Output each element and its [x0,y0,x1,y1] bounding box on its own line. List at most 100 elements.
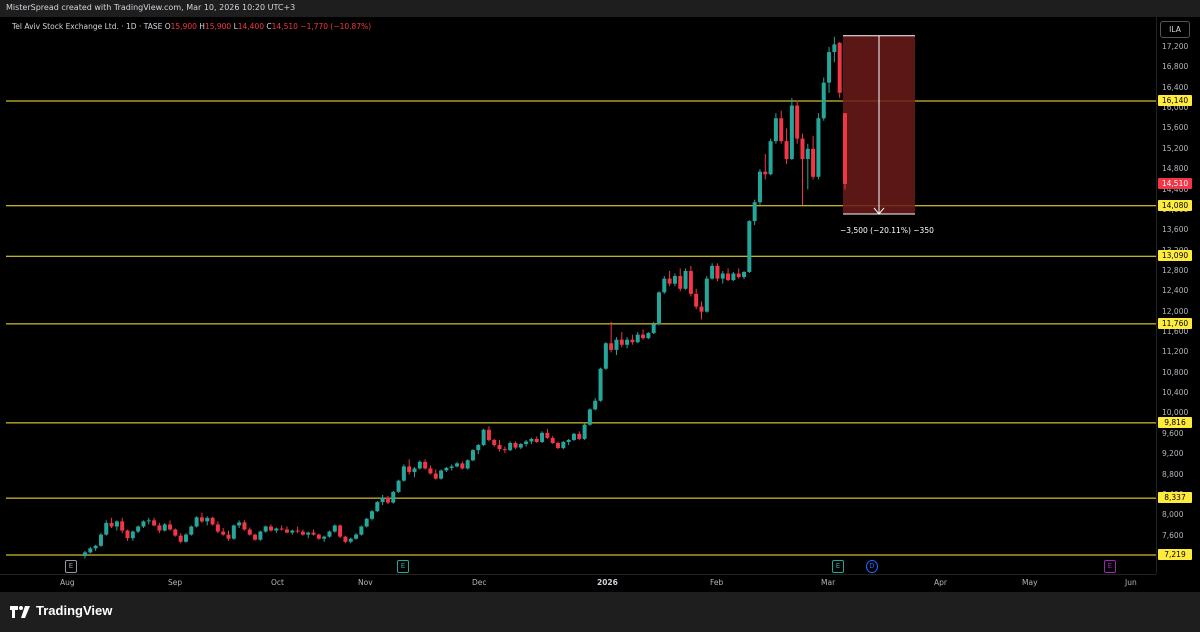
candle-body [162,524,167,531]
candle-body [773,118,778,142]
time-label: Jun [1125,578,1137,587]
time-label: Feb [710,578,724,587]
price-tick-label: 13,600 [1162,225,1189,235]
tradingview-logo-icon [10,605,30,618]
candle-body [545,432,550,438]
level-price-label: 14,080 [1158,199,1192,211]
candle-body [221,531,226,535]
candle-body [439,470,444,479]
candle-body [141,521,146,527]
candle-body [423,461,428,469]
candle-body [768,141,773,175]
candle-body [354,534,359,539]
time-label: Aug [60,578,75,587]
candle-body [742,271,747,278]
earnings-event-marker[interactable]: E [1104,560,1116,573]
candle-body [688,270,693,294]
candle-body [338,525,343,537]
candle-body [322,536,327,539]
candle-body [726,273,731,281]
candle-body [433,473,438,479]
price-tick-label: 14,400 [1162,184,1189,194]
header-bar: MisterSpread created with TradingView.co… [0,0,1200,17]
price-tick-label: 12,400 [1162,286,1189,296]
price-tick-label: 16,800 [1162,62,1189,72]
candle-body [189,526,194,535]
candle-body [476,445,481,451]
price-tick-label: 8,000 [1162,510,1184,520]
candle-body [757,171,762,203]
dividend-event-marker[interactable]: D [866,560,878,573]
symbol-name[interactable]: Tel Aviv Stock Exchange Ltd. · 1D · TASE [12,22,163,31]
candle-body [125,530,130,539]
price-tick-label: 8,800 [1162,469,1184,479]
candle-body [694,293,699,307]
level-price-label: 13,090 [1158,250,1192,262]
time-label: Apr [934,578,947,587]
candle-body [375,502,380,512]
candle-body [460,463,465,469]
footer-bar [0,592,1200,632]
price-tick-label: 13,200 [1162,246,1188,255]
time-axis[interactable] [0,574,1156,593]
candle-body [183,534,188,542]
candle-body [837,42,842,93]
candle-body [529,438,534,442]
candle-body [210,517,215,525]
earnings-event-marker[interactable]: E [397,560,409,573]
candle-body [199,517,204,522]
candle-body [391,491,396,503]
candle-body [593,400,598,410]
candle-body [784,141,789,159]
candle-body [231,525,236,539]
level-price-label: 8,337 [1158,492,1192,504]
open-value: 15,900 [170,22,197,31]
candle-body [205,517,210,522]
price-tick-label: 15,200 [1162,143,1189,153]
close-value: 14,510 [271,22,298,31]
candle-body [630,339,635,343]
price-tick-label: 10,400 [1162,388,1189,398]
tradingview-logo[interactable]: TradingView [10,603,112,618]
candle-body [253,534,258,540]
candle-body [215,524,220,532]
currency-button[interactable]: ILA [1160,21,1190,38]
candle-body [311,532,316,535]
chart-area[interactable] [6,17,1156,574]
candle-body [662,278,667,293]
candle-body [763,171,768,175]
candle-body [747,221,752,272]
candle-body [369,511,374,519]
price-tick-label: 9,600 [1162,428,1184,438]
candle-body [449,466,454,468]
level-price-label: 11,760 [1158,317,1192,329]
candle-body [641,334,646,339]
candle-body [258,531,263,540]
time-label: Dec [472,578,487,587]
candle-body [178,535,183,542]
price-scale[interactable] [1156,17,1200,574]
candle-body [120,521,125,531]
price-tick-label: 16,000 [1162,103,1189,113]
price-tick-label: 16,400 [1162,82,1189,92]
candle-body [316,534,321,539]
symbol-legend: Tel Aviv Stock Exchange Ltd. · 1D · TASE… [12,22,372,31]
level-price-label: 16,140 [1158,94,1192,106]
earnings-event-marker[interactable]: E [65,560,77,573]
candle-body [540,432,545,442]
candle-body [269,526,274,531]
candle-body [359,526,364,535]
candle-body [332,525,337,532]
candle-body [736,273,741,278]
candle-body [279,528,284,530]
earnings-event-marker[interactable]: E [832,560,844,573]
candle-body [582,424,587,439]
candle-body [263,526,268,532]
candle-body [385,497,390,503]
candle-body [497,445,502,450]
candle-body [789,105,794,159]
candle-body [508,443,513,451]
candle-body [455,463,460,467]
price-tick-label: 12,800 [1162,265,1189,275]
